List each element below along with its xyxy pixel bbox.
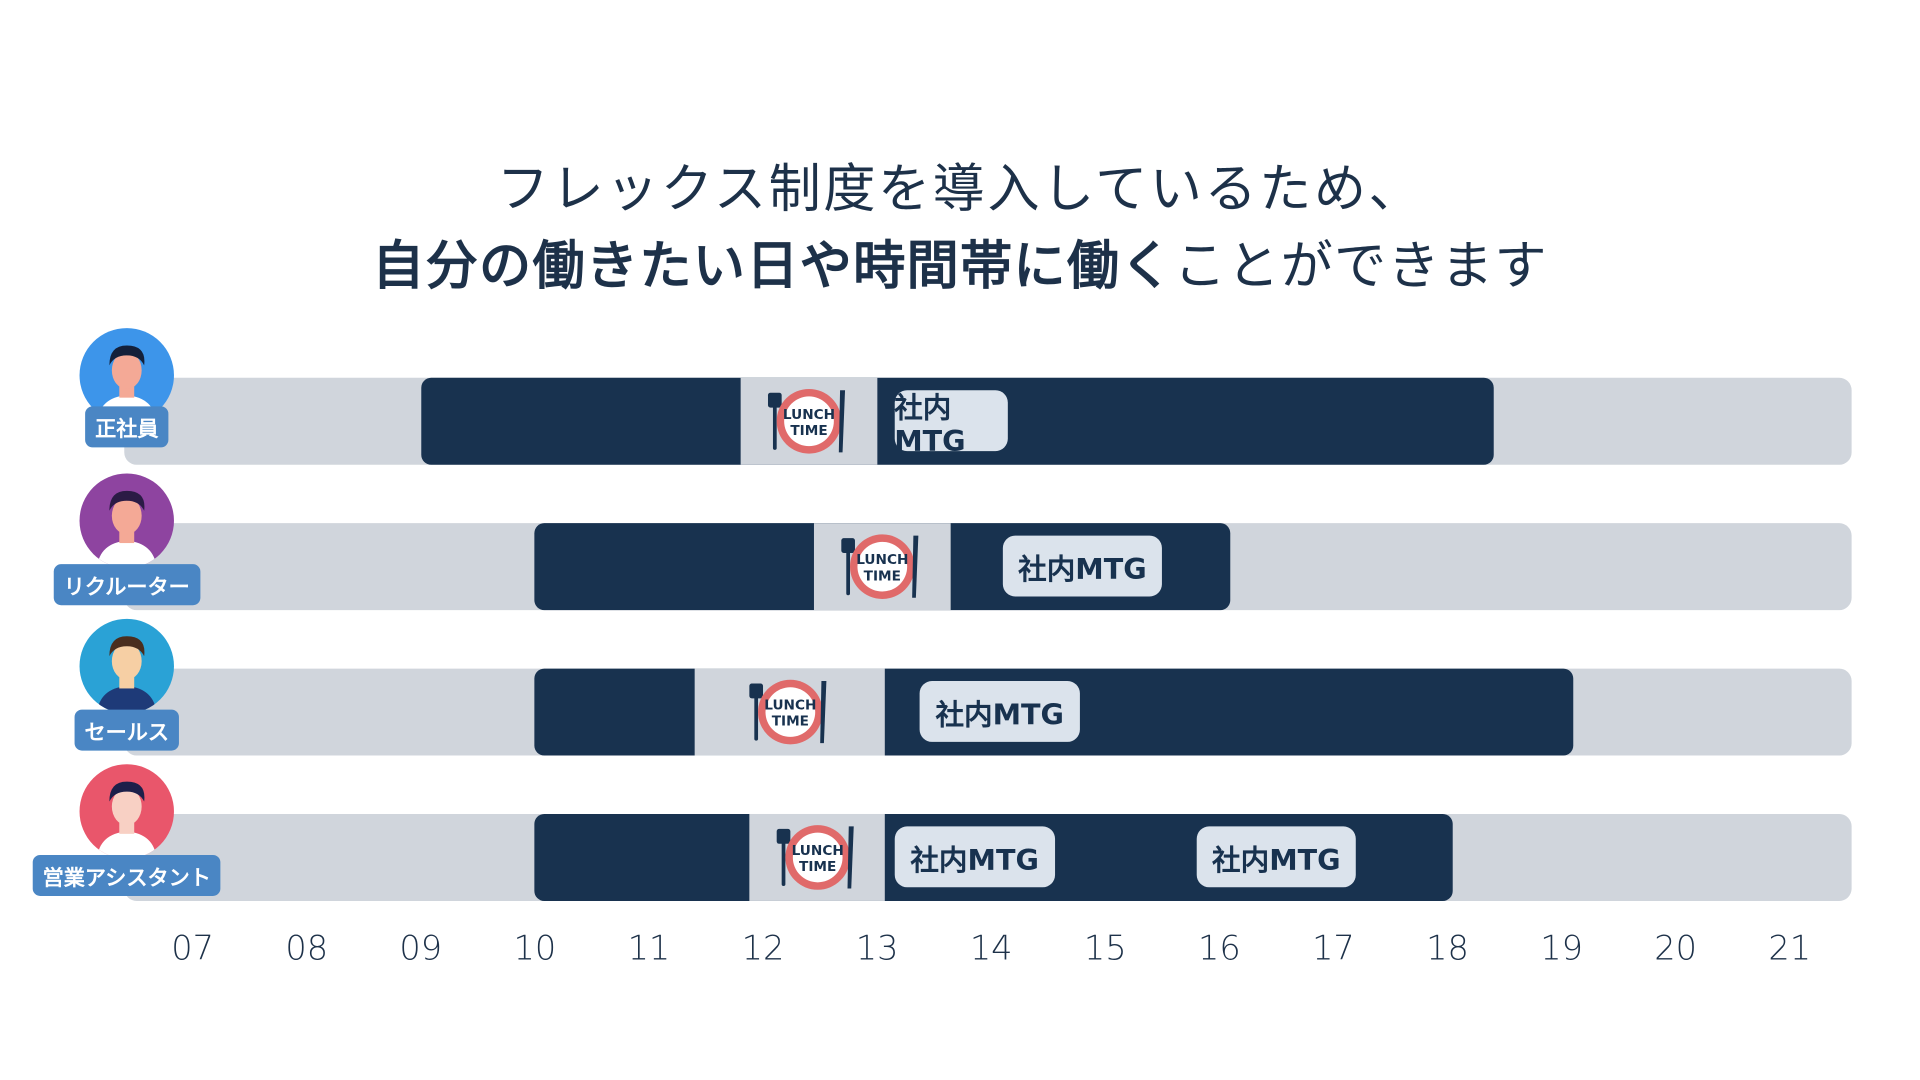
lunch-time-plate-icon: LUNCH TIME: [765, 385, 852, 457]
svg-text:LUNCH: LUNCH: [783, 407, 835, 423]
meeting-label: 社内MTG: [1196, 826, 1357, 888]
svg-text:LUNCH: LUNCH: [857, 552, 909, 568]
avatar: [79, 618, 174, 714]
timeline-track: LUNCH TIME 社内MTG: [124, 377, 1852, 465]
x-tick-label: 10: [513, 929, 557, 969]
person-icon: [96, 781, 157, 859]
svg-text:LUNCH: LUNCH: [791, 843, 843, 859]
svg-text:TIME: TIME: [799, 859, 836, 875]
avatar: [79, 764, 174, 859]
x-tick-label: 13: [855, 929, 899, 969]
x-tick-label: 12: [741, 929, 785, 969]
timeline-track: LUNCH TIME 社内MTG: [124, 523, 1852, 611]
role-label: セールス: [74, 709, 179, 751]
x-tick-label: 20: [1654, 929, 1697, 969]
meeting-label: 社内MTG: [1002, 535, 1163, 597]
title-line-1: フレックス制度を導入しているため、: [496, 157, 1424, 219]
title-regular-part: ことができます: [1173, 234, 1548, 296]
x-tick-label: 08: [285, 929, 329, 969]
x-tick-label: 14: [969, 929, 1013, 969]
lunch-time-plate-icon: LUNCH TIME: [774, 821, 861, 893]
svg-text:TIME: TIME: [790, 423, 827, 439]
svg-text:LUNCH: LUNCH: [764, 698, 816, 714]
person-icon: [96, 636, 157, 714]
meeting-label: 社内MTG: [894, 390, 1009, 458]
svg-text:TIME: TIME: [864, 568, 901, 584]
svg-text:TIME: TIME: [771, 714, 808, 730]
lunch-time-plate-icon: LUNCH TIME: [746, 676, 833, 748]
x-tick-label: 19: [1540, 929, 1583, 969]
avatar: [79, 473, 174, 568]
lunch-time-plate-icon: LUNCH TIME: [839, 531, 926, 603]
x-tick-label: 09: [399, 929, 443, 969]
title-bold-part: 自分の働きたい日や時間帯に働く: [372, 234, 1174, 296]
meeting-label: 社内MTG: [894, 826, 1056, 888]
x-tick-label: 17: [1312, 929, 1355, 969]
timeline-track: LUNCH TIME 社内MTG: [124, 668, 1852, 756]
x-tick-label: 07: [171, 929, 214, 969]
x-tick-label: 21: [1768, 929, 1812, 969]
x-tick-label: 15: [1083, 929, 1127, 969]
title-line-2: 自分の働きたい日や時間帯に働くことができます: [0, 224, 1920, 300]
meeting-label: 社内MTG: [919, 680, 1081, 742]
person-icon: [96, 490, 157, 568]
role-label: 正社員: [85, 406, 169, 448]
x-tick-label: 18: [1426, 929, 1469, 969]
role-label: 営業アシスタント: [32, 854, 221, 896]
role-label: リクルーター: [53, 564, 200, 606]
timeline-track: LUNCH TIME 社内MTG 社内MTG: [124, 813, 1852, 901]
x-tick-label: 16: [1197, 929, 1241, 969]
x-tick-label: 11: [627, 929, 671, 969]
